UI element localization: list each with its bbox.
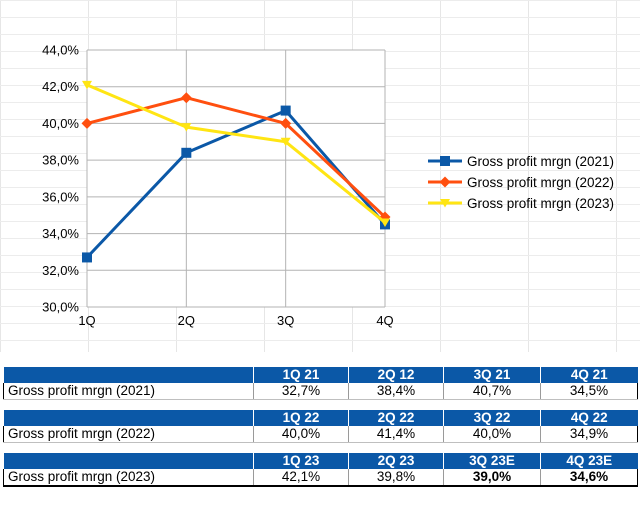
data-point: [380, 218, 390, 228]
y-tick-label: 36,0%: [42, 189, 79, 204]
row-label: Gross profit mrgn (2023): [3, 469, 254, 487]
y-tick-label: 38,0%: [42, 153, 79, 168]
legend-marker: [440, 199, 450, 208]
x-axis: 1Q 2Q 3Q 4Q: [78, 313, 393, 328]
plot-area: [87, 50, 385, 307]
value-cell: 34,5%: [540, 383, 638, 400]
table-header-row: 1Q 22 2Q 22 3Q 22 4Q 22: [3, 410, 638, 426]
header-cell: 3Q 23E: [443, 453, 541, 469]
legend-item: Gross profit mrgn (2021): [428, 154, 614, 169]
header-cell: 4Q 21: [540, 367, 638, 383]
header-cell: 1Q 23: [253, 453, 349, 469]
table-header-row: 1Q 21 2Q 12 3Q 21 4Q 21: [3, 367, 638, 383]
legend-label: Gross profit mrgn (2022): [467, 175, 614, 190]
data-point: [81, 117, 93, 129]
chart-legend: Gross profit mrgn (2021) Gross profit mrg…: [428, 154, 614, 211]
value-cell: 40,0%: [443, 426, 541, 443]
y-tick-label: 32,0%: [42, 263, 79, 278]
legend-label: Gross profit mrgn (2023): [467, 196, 614, 211]
value-cell: 32,7%: [253, 383, 349, 400]
y-tick-label: 40,0%: [42, 116, 79, 131]
table-row: Gross profit mrgn (2021) 32,7% 38,4% 40,…: [3, 383, 638, 400]
data-point: [82, 252, 92, 263]
legend-label: Gross profit mrgn (2021): [467, 154, 614, 169]
data-point: [181, 147, 192, 158]
y-axis: 30,0% 32,0% 34,0% 36,0% 38,0% 40,0% 42,0% 44,0%: [42, 43, 79, 315]
header-cell: 4Q 23E: [540, 453, 638, 469]
x-tick-label: 4Q: [376, 313, 393, 328]
series-line: [85, 109, 387, 259]
line-chart: 30,0% 32,0% 34,0% 36,0% 38,0% 40,0% 42,0% 44,0%…: [42, 43, 614, 329]
data-point: [280, 105, 291, 116]
value-cell: 34,9%: [540, 426, 638, 443]
header-cell: 2Q 12: [348, 367, 444, 383]
y-tick-label: 44,0%: [42, 43, 79, 58]
header-blank-cell: [3, 453, 254, 469]
table-row: Gross profit mrgn (2023) 42,1% 39,8% 39,…: [3, 469, 638, 487]
data-point: [180, 92, 192, 104]
data-point: [280, 137, 291, 147]
legend-marker: [439, 176, 451, 188]
header-cell: 1Q 22: [253, 410, 349, 426]
value-cell: 41,4%: [348, 426, 444, 443]
series-layer: [81, 80, 391, 263]
value-cell: 40,0%: [253, 426, 349, 443]
y-tick-label: 34,0%: [42, 226, 79, 241]
header-cell: 2Q 22: [348, 410, 444, 426]
legend-item: Gross profit mrgn (2023): [428, 196, 614, 211]
legend-marker: [440, 156, 450, 166]
header-cell: 3Q 21: [443, 367, 541, 383]
value-cell: 40,7%: [443, 383, 541, 400]
chart-gridlines: [86, 49, 386, 308]
row-label: Gross profit mrgn (2022): [3, 426, 254, 443]
y-tick-label: 30,0%: [42, 300, 79, 315]
data-point: [181, 123, 192, 132]
legend-item: Gross profit mrgn (2022): [428, 175, 614, 190]
x-tick-label: 1Q: [78, 313, 95, 328]
series-line: [86, 96, 387, 219]
data-table: 1Q 21 2Q 12 3Q 21 4Q 21 Gross profit mrg…: [3, 367, 638, 487]
value-cell: 42,1%: [253, 469, 349, 487]
row-label: Gross profit mrgn (2021): [3, 383, 254, 400]
data-point: [82, 80, 92, 90]
value-cell: 39,8%: [348, 469, 444, 487]
series: [82, 80, 390, 228]
header-cell: 2Q 23: [348, 453, 444, 469]
value-cell: 34,6%: [540, 469, 638, 487]
x-tick-label: 2Q: [178, 313, 195, 328]
header-cell: 4Q 22: [540, 410, 638, 426]
table-header-row: 1Q 23 2Q 23 3Q 23E 4Q 23E: [3, 453, 638, 469]
header-blank-cell: [3, 410, 254, 426]
series-line: [86, 83, 386, 224]
value-cell: 38,4%: [348, 383, 444, 400]
header-cell: 1Q 21: [253, 367, 349, 383]
header-blank-cell: [3, 367, 254, 383]
value-cell: 39,0%: [443, 469, 541, 487]
data-point: [280, 117, 292, 129]
y-tick-label: 42,0%: [42, 79, 79, 94]
table-row: Gross profit mrgn (2022) 40,0% 41,4% 40,…: [3, 426, 638, 443]
header-cell: 3Q 22: [443, 410, 541, 426]
x-tick-label: 3Q: [277, 313, 294, 328]
